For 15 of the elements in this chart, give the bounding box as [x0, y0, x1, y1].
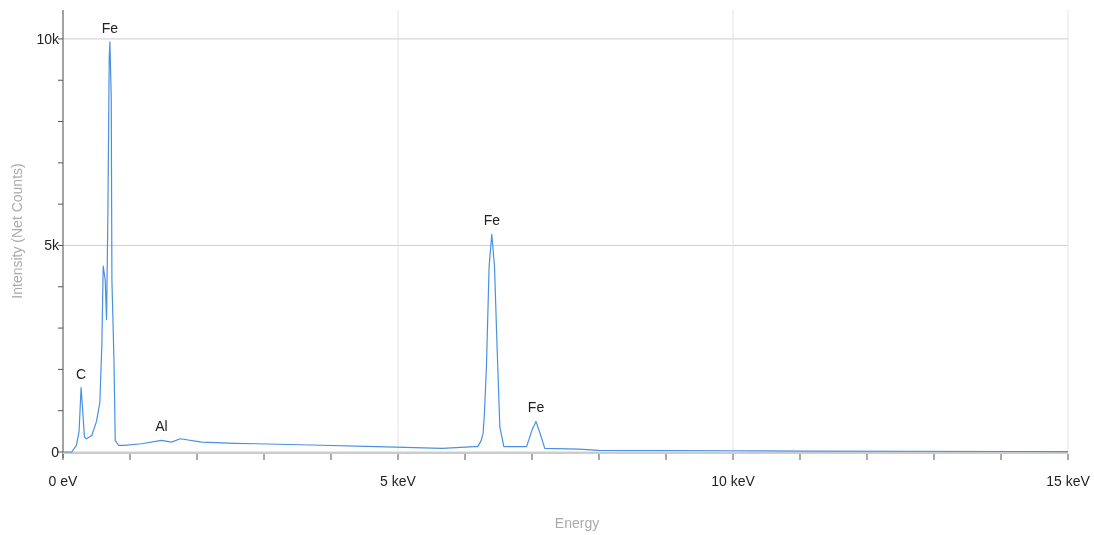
x-tick-label: 10 keV — [711, 473, 756, 489]
x-tick-label: 5 keV — [380, 473, 417, 489]
y-axis-title: Intensity (Net Counts) — [9, 163, 25, 299]
y-tick-label: 0 — [51, 443, 60, 460]
annotation: Fe — [483, 212, 501, 229]
annotation: C — [76, 365, 87, 382]
y-tick-label: 5k — [44, 237, 60, 254]
x-tick-label: 0 eV — [48, 473, 79, 489]
annotation: Al — [155, 418, 168, 435]
y-tick-label: 10k — [36, 30, 60, 47]
annotation: Fe — [101, 19, 119, 36]
line-series — [62, 41, 1069, 453]
x-axis-title: Energy — [554, 515, 600, 531]
x-tick-label: 15 keV — [1046, 473, 1091, 489]
annotation: Fe — [527, 399, 545, 416]
